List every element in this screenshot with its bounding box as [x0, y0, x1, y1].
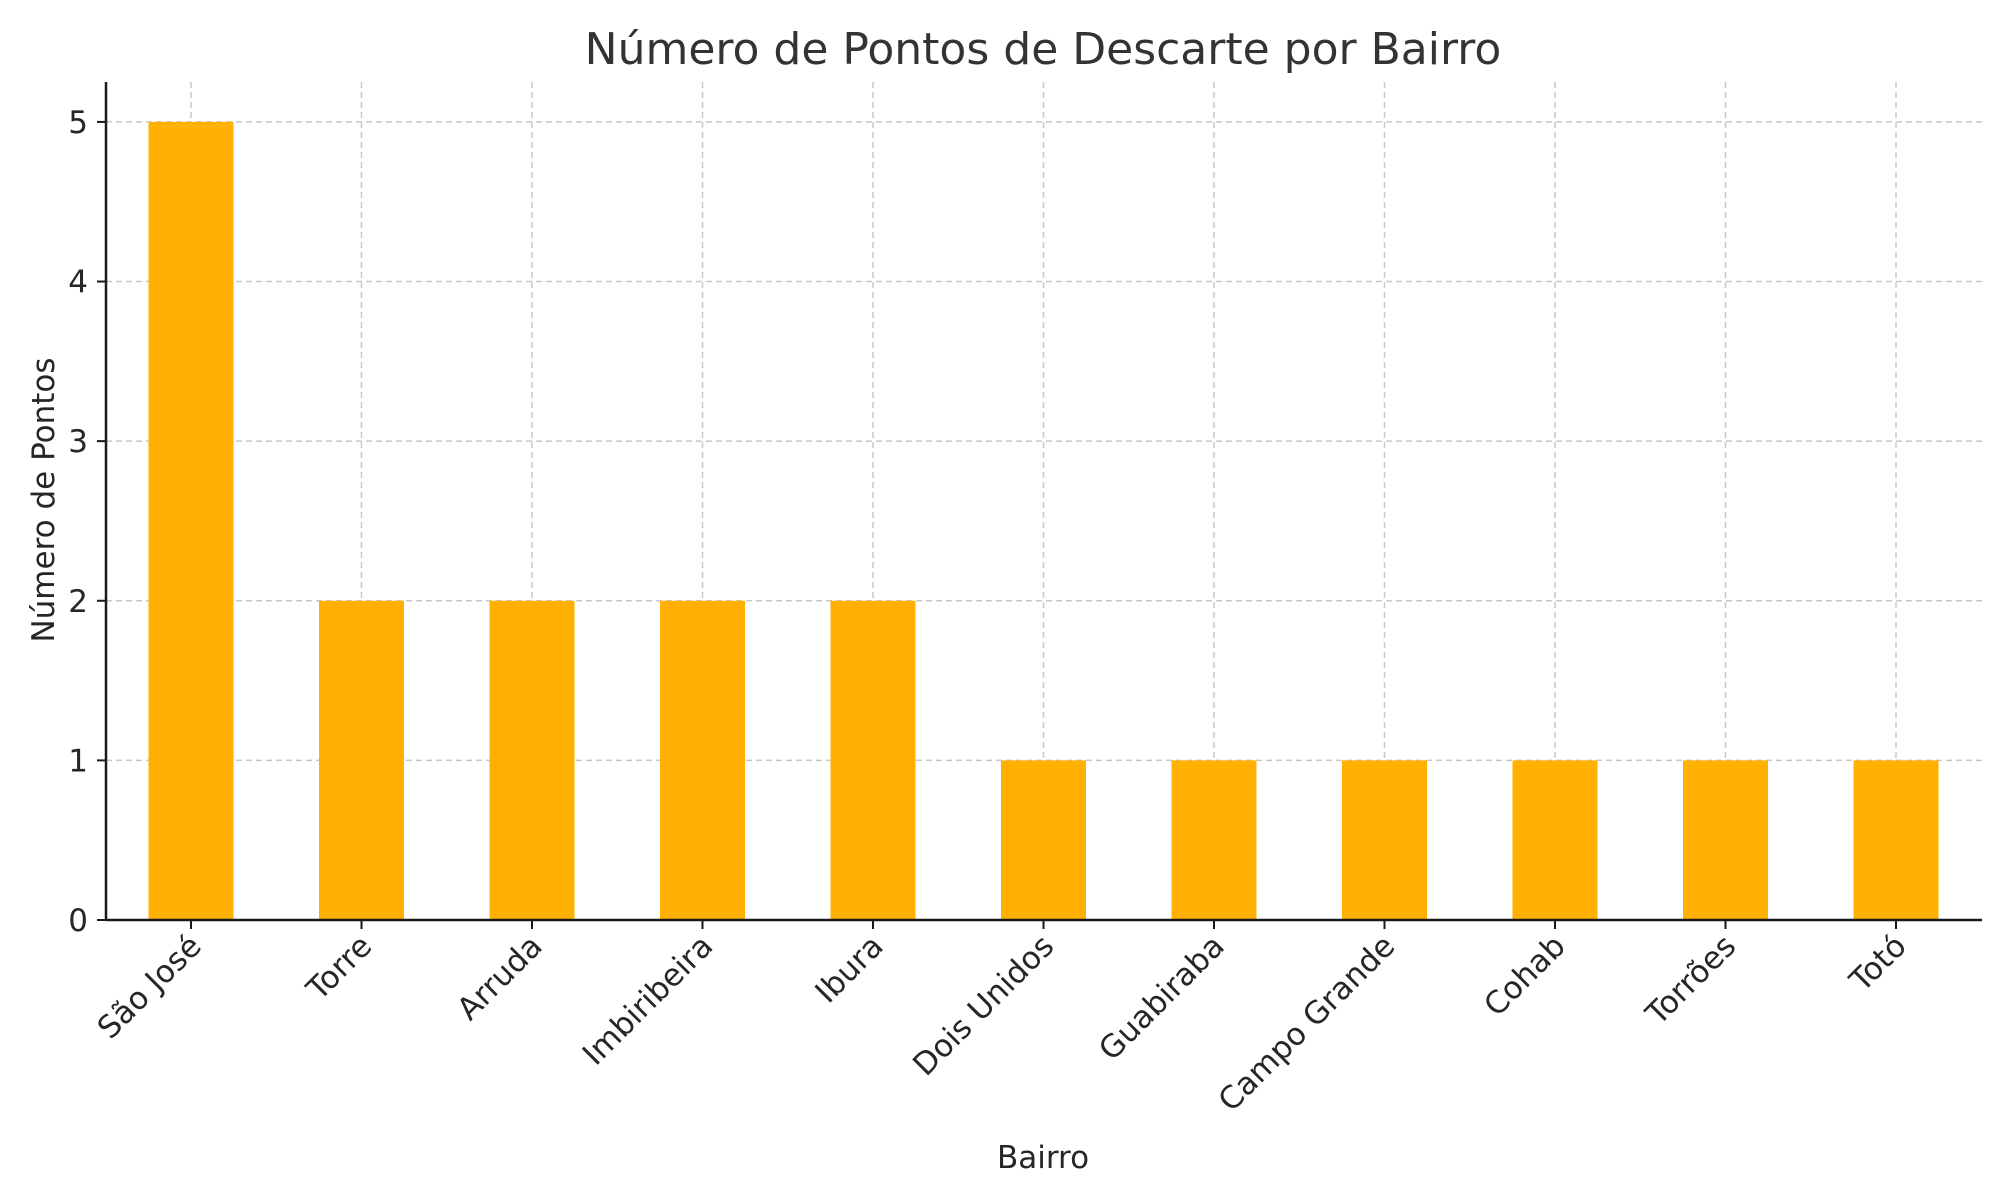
bars [148, 121, 1939, 920]
bar [1512, 760, 1598, 920]
x-tick-label: Torrões [1638, 928, 1743, 1033]
y-axis-label: Número de Pontos [26, 357, 62, 642]
y-tick-label: 0 [68, 903, 88, 939]
x-axis-label: Bairro [997, 1140, 1089, 1176]
y-tick-label: 3 [68, 424, 88, 460]
x-tick-label: Torre [299, 928, 379, 1008]
bar [148, 121, 234, 920]
x-tick-label: Cohab [1477, 928, 1572, 1023]
grid [106, 82, 1982, 920]
bar [1001, 760, 1086, 920]
y-tick-label: 5 [68, 105, 88, 141]
x-tick-label: São José [91, 928, 209, 1046]
bar [489, 600, 575, 920]
bar [319, 600, 404, 920]
x-tick-label: Arruda [450, 928, 549, 1027]
bar [830, 600, 916, 920]
x-tick-label: Totó [1842, 928, 1913, 999]
x-tick-label: Dois Unidos [906, 928, 1061, 1083]
y-tick-label: 1 [68, 743, 88, 779]
bar [1171, 760, 1257, 920]
x-tick-label: Guabiraba [1092, 928, 1232, 1068]
chart-title: Número de Pontos de Descarte por Bairro [585, 24, 1502, 75]
x-tick-label: Ibura [808, 928, 890, 1010]
bar [1853, 760, 1939, 920]
bar [660, 600, 745, 920]
bar [1683, 760, 1768, 920]
y-tick-label: 4 [68, 265, 88, 301]
x-tick-label: Campo Grande [1212, 928, 1403, 1119]
x-tick-label: Imbiribeira [576, 928, 720, 1072]
y-tick-label: 2 [68, 584, 88, 620]
bar [1342, 760, 1427, 920]
